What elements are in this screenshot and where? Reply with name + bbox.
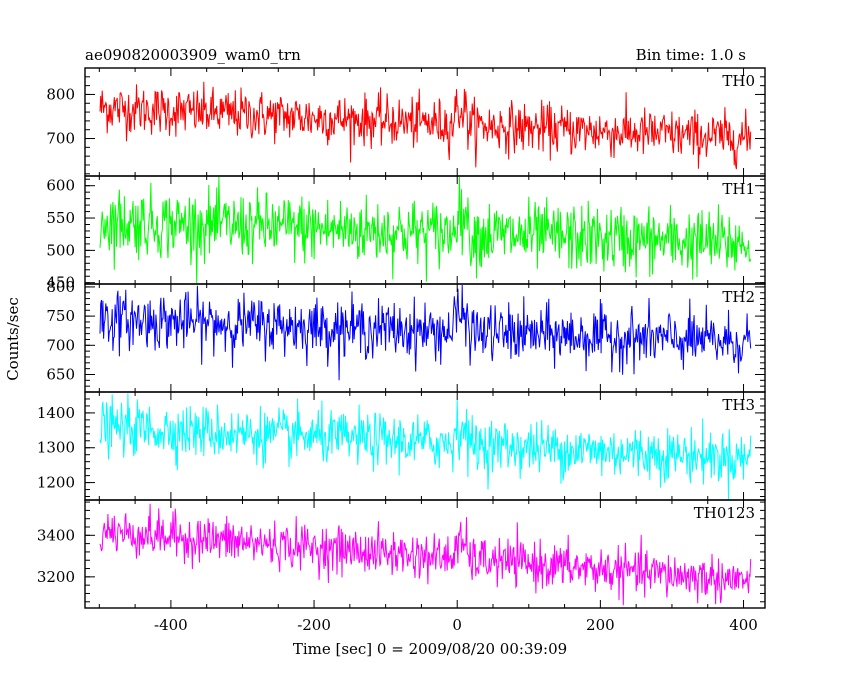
panel-th1: 450 500 550 600 TH1 [46,175,766,292]
y-tick-label: 800 [46,85,75,103]
y-tick-label: 3200 [37,568,75,586]
x-tick-label: -400 [154,616,188,634]
y-tick-label: 500 [46,241,75,259]
y-axis-label: Counts/sec [4,297,22,381]
x-axis-label: Time [sec] 0 = 2009/08/20 00:39:09 [293,640,567,658]
y-tick-label: 1400 [37,404,75,422]
x-tick-label: -200 [297,616,331,634]
panel-name-label: TH3 [722,396,755,414]
y-tick-label: 450 [46,274,75,292]
y-tick-label: 700 [46,130,75,148]
y-tick-label: 800 [46,278,75,296]
panel-th2: 650 700 750 800 TH2 [46,278,766,393]
panel-name-label: TH0 [722,72,755,90]
y-tick-label: 750 [46,307,75,325]
chart-subtitle: Bin time: 1.0 s [636,46,746,64]
y-tick-label: 700 [46,336,75,354]
series-line-th1 [99,176,752,284]
series-line-th2 [99,284,752,381]
panels-group: 700 800 TH0 450 500 550 600 TH1 650 700 750 800 TH2 1… [37,67,766,609]
series-line-th0123 [99,503,752,606]
series-line-th3 [99,393,752,500]
panel-frame [84,499,766,609]
y-tick-label: 1300 [37,439,75,457]
y-tick-label: 650 [46,365,75,383]
series-line-th0 [99,81,752,170]
x-tick-label: 0 [452,616,462,634]
y-tick-label: 600 [46,177,75,195]
panel-name-label: TH1 [722,180,755,198]
x-tick-label: 400 [729,616,758,634]
panel-th0123: 3200 3400 TH0123 [37,499,766,609]
y-tick-label: 1200 [37,474,75,492]
panel-th0: 700 800 TH0 [46,67,766,177]
panel-th3: 1200 1300 1400 TH3 [37,391,766,501]
y-tick-label: 550 [46,209,75,227]
chart-title: ae090820003909_wam0_trn [85,46,301,64]
y-tick-label: 3400 [37,526,75,544]
x-axis: -400 -200 0 200 400 [154,616,758,634]
x-tick-label: 200 [586,616,615,634]
panel-name-label: TH0123 [694,504,755,522]
panel-name-label: TH2 [722,288,755,306]
